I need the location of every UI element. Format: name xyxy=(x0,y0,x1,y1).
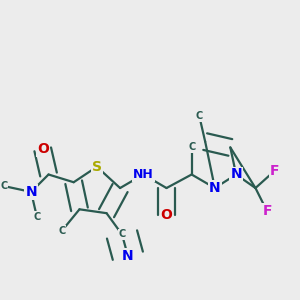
Text: C: C xyxy=(0,181,8,191)
Text: N: N xyxy=(209,181,221,195)
Text: C: C xyxy=(118,230,126,239)
Text: O: O xyxy=(160,208,172,222)
Text: C: C xyxy=(188,142,195,152)
Text: C: C xyxy=(58,226,66,236)
Text: N: N xyxy=(122,249,134,263)
Text: N: N xyxy=(25,185,37,199)
Text: F: F xyxy=(270,164,280,178)
Text: C: C xyxy=(196,112,203,122)
Text: N: N xyxy=(230,167,242,182)
Text: S: S xyxy=(92,160,102,174)
Text: F: F xyxy=(262,204,272,218)
Text: C: C xyxy=(33,212,40,222)
Text: NH: NH xyxy=(133,168,154,181)
Text: O: O xyxy=(37,142,49,156)
